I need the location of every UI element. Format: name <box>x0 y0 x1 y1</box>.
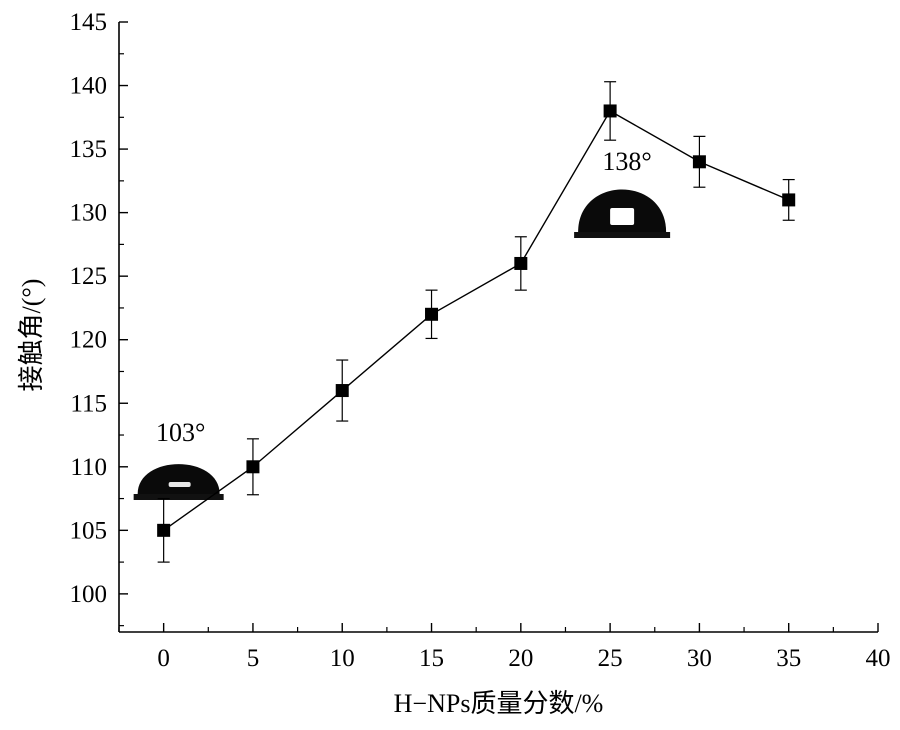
y-tick-label: 105 <box>70 517 108 544</box>
y-tick-label: 145 <box>70 9 108 36</box>
substrate <box>574 232 671 238</box>
x-tick-label: 0 <box>157 645 170 672</box>
x-tick-label: 25 <box>598 645 623 672</box>
data-point <box>335 384 349 398</box>
water-droplet-high-contact-angle <box>574 189 671 238</box>
y-tick-label: 115 <box>70 390 107 417</box>
x-tick-label: 20 <box>508 645 533 672</box>
angle-annotation: 138° <box>602 147 651 176</box>
x-tick-label: 40 <box>866 645 891 672</box>
axis-titles: H−NPs质量分数/% 接触角/(°) <box>17 279 603 718</box>
x-tick-label: 5 <box>247 645 260 672</box>
data-point <box>246 460 260 474</box>
y-tick-label: 130 <box>70 200 108 227</box>
annotations: 103° 138° <box>133 147 671 500</box>
angle-annotation: 103° <box>156 418 205 447</box>
x-axis-title: H−NPs质量分数/% <box>394 689 604 718</box>
data-point <box>692 155 706 169</box>
axes: 0 5 10 15 20 25 30 35 40 100 105 110 115 120 125 130 135… <box>70 9 891 672</box>
y-axis-title: 接触角/(°) <box>17 279 46 392</box>
data-point <box>782 193 796 207</box>
x-tick-label: 35 <box>776 645 801 672</box>
y-tick-label: 100 <box>70 581 108 608</box>
data-point <box>514 256 528 270</box>
data-series <box>157 81 796 563</box>
data-point <box>157 523 171 537</box>
x-tick-label: 10 <box>330 645 355 672</box>
y-tick-label: 125 <box>70 263 108 290</box>
y-tick-label: 135 <box>70 136 108 163</box>
droplet-highlight <box>168 482 191 487</box>
data-point <box>425 307 439 321</box>
y-tick-label: 140 <box>70 73 108 100</box>
x-tick-label: 30 <box>687 645 712 672</box>
water-droplet-low-contact-angle <box>133 464 224 500</box>
data-point <box>603 104 617 118</box>
x-tick-label: 15 <box>419 645 444 672</box>
substrate <box>133 494 224 500</box>
droplet <box>137 464 220 494</box>
y-tick-label: 110 <box>70 454 107 481</box>
series-line <box>163 110 789 531</box>
y-tick-label: 120 <box>70 327 108 354</box>
droplet-highlight <box>610 208 635 225</box>
